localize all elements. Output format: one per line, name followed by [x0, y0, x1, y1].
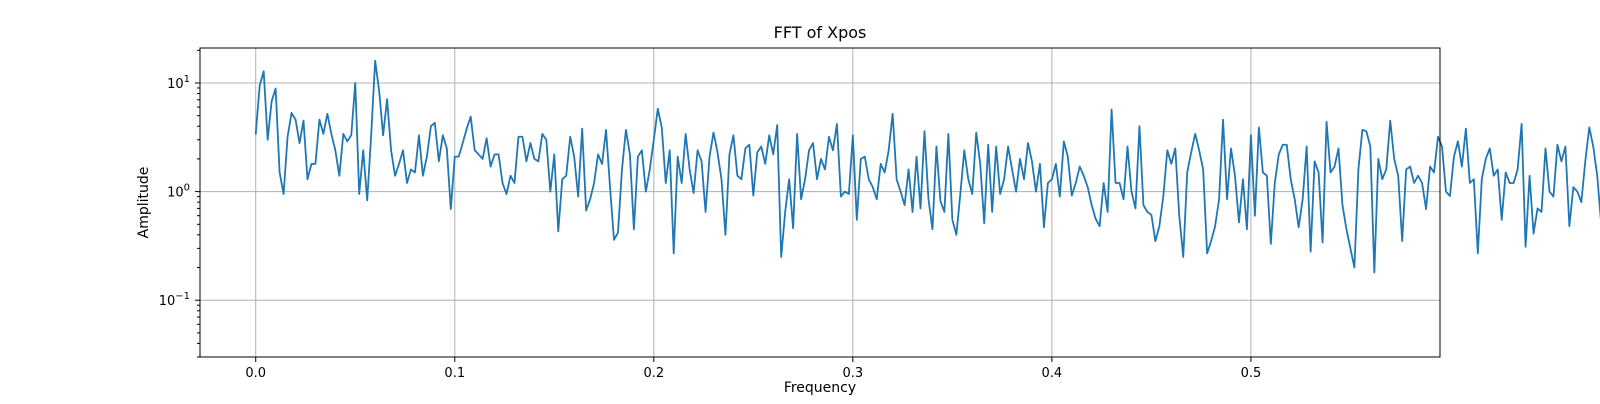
grid — [200, 48, 1440, 357]
fft-amplitude-line — [254, 59, 1600, 274]
x-tick-label: 0.4 — [1042, 366, 1063, 381]
chart-title: FFT of Xpos — [774, 23, 867, 42]
x-tick-label: 0.2 — [643, 366, 664, 381]
x-tick-label: 0.5 — [1241, 366, 1262, 381]
y-axis-label: Amplitude — [136, 167, 152, 239]
x-axis-label: Frequency — [784, 380, 856, 396]
y-tick-label: 101 — [167, 74, 190, 92]
x-tick-label: 0.3 — [842, 366, 863, 381]
x-tick-label: 0.1 — [444, 366, 465, 381]
ticks: 0.0 0.1 0.2 0.3 0.4 0.5 10−1 100 101 — [159, 49, 1262, 381]
series-layer — [254, 59, 1600, 274]
x-tick-label: 0.0 — [245, 366, 266, 381]
y-tick-label: 100 — [167, 183, 190, 201]
y-tick-label: 10−1 — [159, 291, 190, 309]
